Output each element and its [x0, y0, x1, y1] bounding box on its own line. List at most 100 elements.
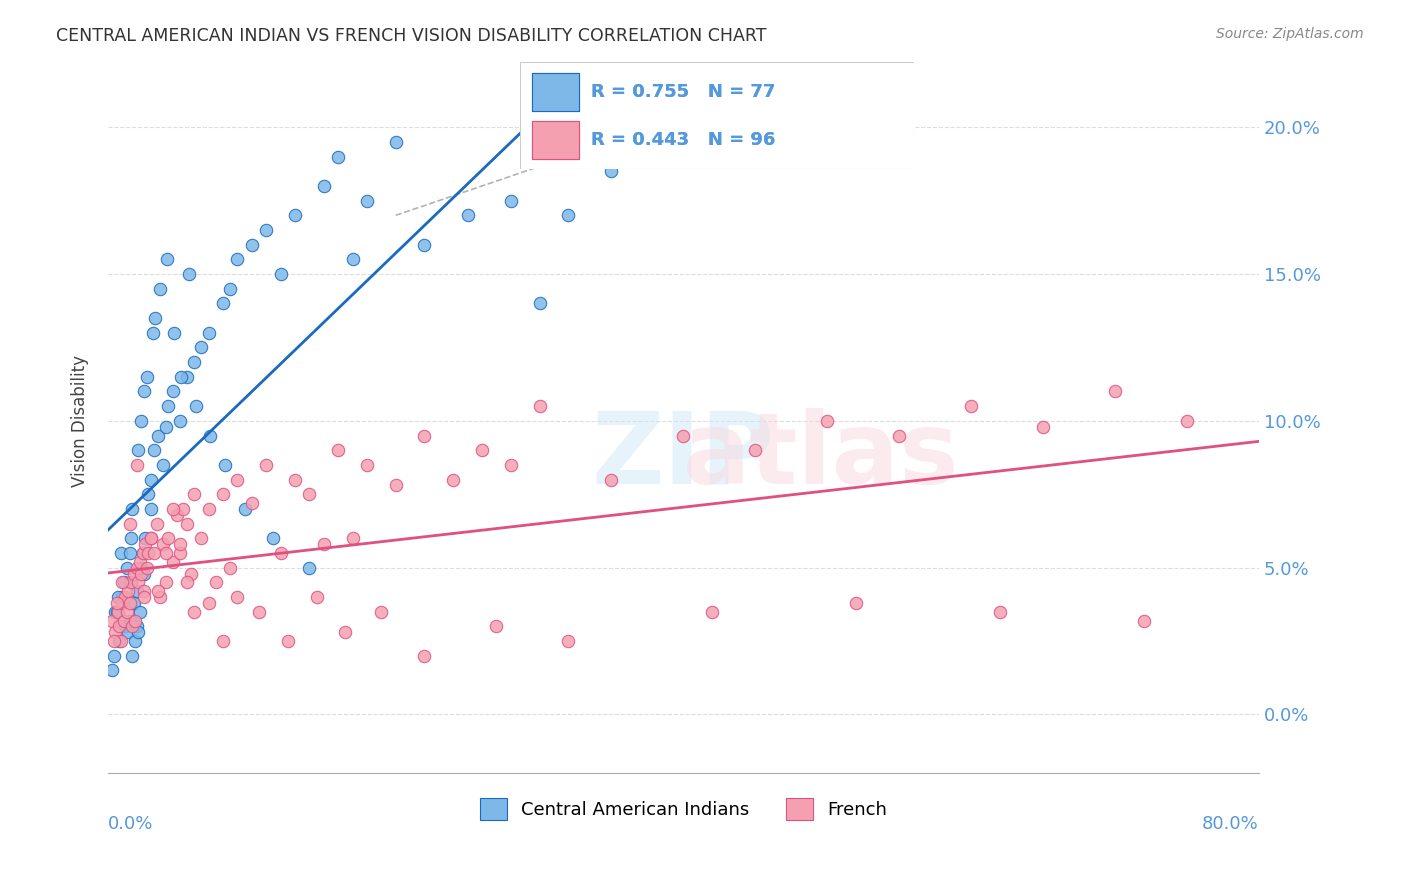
Point [815, 414, 838, 428]
Point [122, 566, 145, 581]
Point [120, 575, 142, 590]
Point [370, 605, 392, 619]
Point [115, 605, 138, 619]
Point [157, 531, 180, 545]
Point [557, 634, 579, 648]
Point [141, 502, 163, 516]
Point [198, 428, 221, 442]
Point [197, 502, 219, 516]
Point [413, 237, 436, 252]
Point [212, 487, 235, 501]
Point [141, 531, 163, 545]
Point [125, 584, 148, 599]
Point [744, 443, 766, 458]
Point [441, 473, 464, 487]
Bar [531, 121, 579, 159]
Point [124, 614, 146, 628]
Point [600, 473, 623, 487]
Text: R = 0.755   N = 77: R = 0.755 N = 77 [591, 84, 776, 102]
Point [129, 560, 152, 574]
Point [117, 625, 139, 640]
Point [305, 590, 328, 604]
Point [471, 443, 494, 458]
Point [163, 326, 186, 340]
Point [384, 478, 406, 492]
Point [226, 473, 249, 487]
Text: atlas: atlas [683, 408, 960, 505]
Point [117, 584, 139, 599]
Point [277, 634, 299, 648]
Point [128, 555, 150, 569]
Point [169, 537, 191, 551]
Y-axis label: Vision Disability: Vision Disability [72, 355, 89, 487]
Point [672, 428, 695, 442]
Point [108, 634, 131, 648]
Point [127, 575, 149, 590]
Point [342, 531, 364, 545]
Point [115, 560, 138, 574]
Point [284, 208, 307, 222]
Point [190, 341, 212, 355]
Point [125, 619, 148, 633]
Point [262, 531, 284, 545]
Point [121, 619, 143, 633]
Point [233, 502, 256, 516]
Point [600, 164, 623, 178]
Point [384, 135, 406, 149]
Point [172, 502, 194, 516]
Point [356, 194, 378, 208]
Point [111, 590, 134, 604]
Point [108, 619, 131, 633]
Point [413, 648, 436, 663]
Point [149, 590, 172, 604]
Point [312, 178, 335, 193]
Text: 0.0%: 0.0% [108, 815, 153, 833]
Point [112, 614, 135, 628]
Text: R = 0.443   N = 96: R = 0.443 N = 96 [591, 130, 776, 148]
Point [284, 473, 307, 487]
Point [988, 605, 1011, 619]
Point [148, 584, 170, 599]
Point [112, 575, 135, 590]
Bar [531, 73, 579, 111]
Point [170, 369, 193, 384]
Point [111, 575, 134, 590]
Text: Source: ZipAtlas.com: Source: ZipAtlas.com [1216, 27, 1364, 41]
Point [105, 605, 128, 619]
Point [104, 625, 127, 640]
Point [145, 311, 167, 326]
Point [118, 546, 141, 560]
Point [169, 546, 191, 560]
Point [212, 634, 235, 648]
Point [226, 252, 249, 267]
Point [152, 458, 174, 472]
Point [127, 443, 149, 458]
Point [457, 208, 479, 222]
Point [889, 428, 911, 442]
Point [132, 384, 155, 399]
Point [226, 590, 249, 604]
Point [177, 267, 200, 281]
Text: CENTRAL AMERICAN INDIAN VS FRENCH VISION DISABILITY CORRELATION CHART: CENTRAL AMERICAN INDIAN VS FRENCH VISION… [56, 27, 766, 45]
Point [1175, 414, 1198, 428]
Point [413, 428, 436, 442]
Point [183, 605, 205, 619]
Point [122, 596, 145, 610]
Point [125, 560, 148, 574]
Point [127, 625, 149, 640]
Point [240, 237, 263, 252]
Point [148, 428, 170, 442]
Point [219, 282, 242, 296]
Point [143, 443, 166, 458]
Point [183, 487, 205, 501]
Point [247, 605, 270, 619]
Point [135, 560, 157, 574]
Point [298, 487, 321, 501]
Point [240, 496, 263, 510]
Point [557, 208, 579, 222]
Point [149, 282, 172, 296]
Point [136, 546, 159, 560]
Point [128, 605, 150, 619]
Point [111, 596, 134, 610]
Point [152, 537, 174, 551]
